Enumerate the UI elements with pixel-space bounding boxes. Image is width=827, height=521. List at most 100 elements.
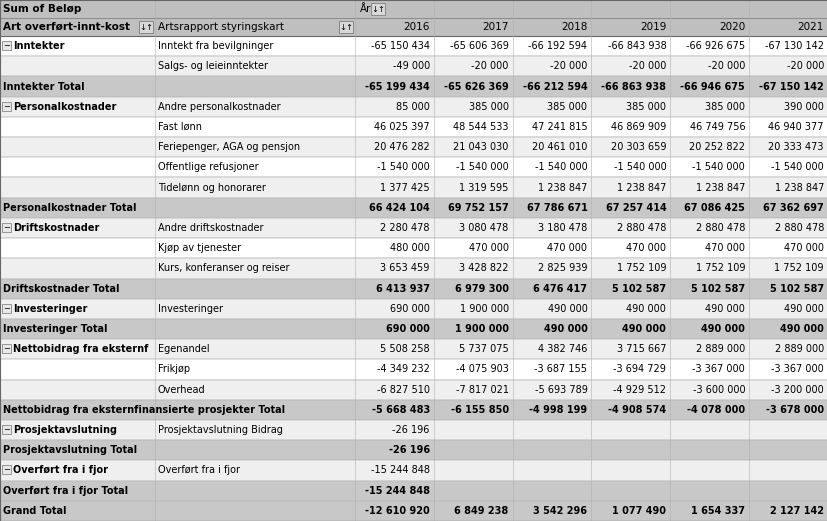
Text: 4 382 746: 4 382 746 bbox=[538, 344, 587, 354]
Text: Overført fra i fjor: Overført fra i fjor bbox=[158, 465, 240, 476]
Bar bbox=[0, 238, 827, 258]
Text: -1 540 000: -1 540 000 bbox=[691, 163, 744, 172]
Text: 3 180 478: 3 180 478 bbox=[538, 223, 587, 233]
Text: Egenandel: Egenandel bbox=[158, 344, 209, 354]
Text: 490 000: 490 000 bbox=[705, 304, 744, 314]
Text: 46 025 397: 46 025 397 bbox=[374, 122, 429, 132]
Text: 21 043 030: 21 043 030 bbox=[452, 142, 508, 152]
Text: -4 908 574: -4 908 574 bbox=[608, 405, 666, 415]
Text: 67 257 414: 67 257 414 bbox=[605, 203, 666, 213]
Text: 470 000: 470 000 bbox=[547, 243, 587, 253]
Text: 2 880 478: 2 880 478 bbox=[616, 223, 666, 233]
Text: 390 000: 390 000 bbox=[783, 102, 823, 111]
Text: -66 192 594: -66 192 594 bbox=[528, 41, 587, 51]
Text: 2019: 2019 bbox=[639, 22, 666, 32]
Text: 3 080 478: 3 080 478 bbox=[459, 223, 508, 233]
Text: 470 000: 470 000 bbox=[783, 243, 823, 253]
Text: Personalkostnader: Personalkostnader bbox=[13, 102, 117, 111]
Text: Overført fra i fjor Total: Overført fra i fjor Total bbox=[3, 486, 128, 495]
Text: -66 212 594: -66 212 594 bbox=[522, 81, 587, 92]
Text: -66 926 675: -66 926 675 bbox=[686, 41, 744, 51]
Text: 5 102 587: 5 102 587 bbox=[769, 283, 823, 294]
Text: -3 678 000: -3 678 000 bbox=[765, 405, 823, 415]
Text: -3 600 000: -3 600 000 bbox=[691, 384, 744, 394]
Text: -5 668 483: -5 668 483 bbox=[371, 405, 429, 415]
Text: 490 000: 490 000 bbox=[700, 324, 744, 334]
Text: -20 000: -20 000 bbox=[629, 61, 666, 71]
Text: 490 000: 490 000 bbox=[779, 324, 823, 334]
Text: ↓↑: ↓↑ bbox=[139, 22, 153, 31]
Text: 1 752 109: 1 752 109 bbox=[616, 264, 666, 274]
Bar bbox=[0, 461, 827, 480]
Bar bbox=[0, 379, 827, 400]
Text: Offentlige refusjoner: Offentlige refusjoner bbox=[158, 163, 258, 172]
Text: 1 900 000: 1 900 000 bbox=[454, 324, 508, 334]
Text: Driftskostnader Total: Driftskostnader Total bbox=[3, 283, 119, 294]
Text: 1 319 595: 1 319 595 bbox=[459, 182, 508, 193]
Text: -65 606 369: -65 606 369 bbox=[449, 41, 508, 51]
Text: 5 508 258: 5 508 258 bbox=[380, 344, 429, 354]
Text: Sum of Beløp: Sum of Beløp bbox=[3, 4, 81, 14]
Bar bbox=[2, 425, 11, 434]
Text: 20 476 282: 20 476 282 bbox=[374, 142, 429, 152]
Text: 85 000: 85 000 bbox=[395, 102, 429, 111]
Text: Driftskostnader: Driftskostnader bbox=[13, 223, 99, 233]
Text: −: − bbox=[3, 304, 10, 313]
Bar bbox=[0, 319, 827, 339]
Text: −: − bbox=[3, 344, 10, 353]
Text: 67 362 697: 67 362 697 bbox=[762, 203, 823, 213]
Text: -26 196: -26 196 bbox=[392, 425, 429, 435]
Text: 69 752 157: 69 752 157 bbox=[447, 203, 508, 213]
Text: -65 199 434: -65 199 434 bbox=[365, 81, 429, 92]
Text: 490 000: 490 000 bbox=[543, 324, 587, 334]
Text: 67 086 425: 67 086 425 bbox=[683, 203, 744, 213]
Text: 6 979 300: 6 979 300 bbox=[454, 283, 508, 294]
Bar bbox=[0, 258, 827, 279]
Text: 490 000: 490 000 bbox=[622, 324, 666, 334]
Text: 1 654 337: 1 654 337 bbox=[691, 506, 744, 516]
Bar bbox=[139, 21, 153, 33]
Text: −: − bbox=[3, 223, 10, 232]
Text: Artsrapport styringskart: Artsrapport styringskart bbox=[158, 22, 284, 32]
Text: 2 889 000: 2 889 000 bbox=[774, 344, 823, 354]
Text: -65 626 369: -65 626 369 bbox=[443, 81, 508, 92]
Bar bbox=[0, 218, 827, 238]
Text: Nettobidrag fra eksternf: Nettobidrag fra eksternf bbox=[13, 344, 148, 354]
Text: 1 238 847: 1 238 847 bbox=[695, 182, 744, 193]
Text: 46 940 377: 46 940 377 bbox=[767, 122, 823, 132]
Text: -4 929 512: -4 929 512 bbox=[613, 384, 666, 394]
Text: 20 333 473: 20 333 473 bbox=[767, 142, 823, 152]
Text: -15 244 848: -15 244 848 bbox=[370, 465, 429, 476]
Text: -20 000: -20 000 bbox=[471, 61, 508, 71]
Bar bbox=[0, 77, 827, 96]
Text: 2018: 2018 bbox=[561, 22, 587, 32]
Text: 6 413 937: 6 413 937 bbox=[375, 283, 429, 294]
Text: 5 737 075: 5 737 075 bbox=[458, 344, 508, 354]
Text: -1 540 000: -1 540 000 bbox=[770, 163, 823, 172]
Text: Investeringer: Investeringer bbox=[13, 304, 88, 314]
Text: -7 817 021: -7 817 021 bbox=[455, 384, 508, 394]
Text: -4 075 903: -4 075 903 bbox=[455, 364, 508, 375]
Text: −: − bbox=[3, 425, 10, 434]
Text: -3 200 000: -3 200 000 bbox=[770, 384, 823, 394]
Bar bbox=[2, 344, 11, 353]
Text: -1 540 000: -1 540 000 bbox=[534, 163, 587, 172]
Bar bbox=[0, 279, 827, 299]
Text: Inntekt fra bevilgninger: Inntekt fra bevilgninger bbox=[158, 41, 273, 51]
Text: 2 280 478: 2 280 478 bbox=[380, 223, 429, 233]
Text: -6 827 510: -6 827 510 bbox=[376, 384, 429, 394]
Text: 2021: 2021 bbox=[796, 22, 823, 32]
Text: 2 889 000: 2 889 000 bbox=[695, 344, 744, 354]
Bar bbox=[0, 137, 827, 157]
Bar bbox=[0, 339, 827, 359]
Text: Salgs- og leieinntekter: Salgs- og leieinntekter bbox=[158, 61, 268, 71]
Bar bbox=[0, 36, 827, 56]
Text: -66 946 675: -66 946 675 bbox=[680, 81, 744, 92]
Text: Nettobidrag fra eksternfinansierte prosjekter Total: Nettobidrag fra eksternfinansierte prosj… bbox=[3, 405, 284, 415]
Text: -3 687 155: -3 687 155 bbox=[534, 364, 587, 375]
Text: -4 078 000: -4 078 000 bbox=[686, 405, 744, 415]
Text: 20 461 010: 20 461 010 bbox=[532, 142, 587, 152]
Text: 1 238 847: 1 238 847 bbox=[774, 182, 823, 193]
Text: Prosjektavslutning Total: Prosjektavslutning Total bbox=[3, 445, 137, 455]
Text: 2 825 939: 2 825 939 bbox=[538, 264, 587, 274]
